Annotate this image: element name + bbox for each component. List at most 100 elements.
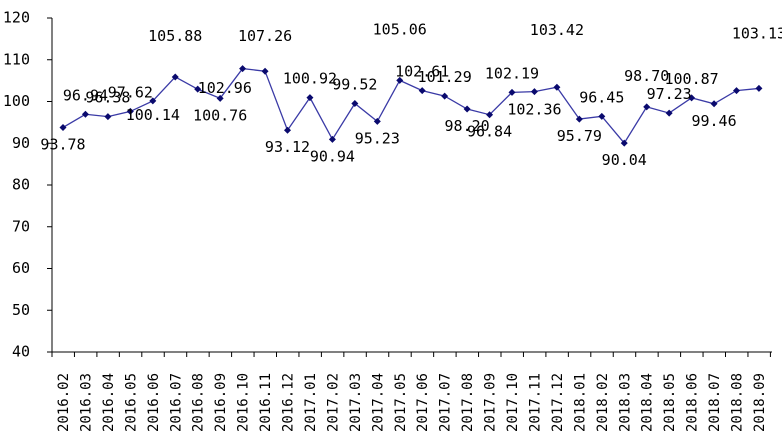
data-label: 107.26 [238, 27, 292, 45]
data-point [755, 84, 763, 92]
y-tick-label: 100 [3, 92, 30, 110]
x-tick-label: 2016.12 [281, 373, 297, 432]
data-point [284, 126, 291, 134]
x-tick-label: 2017.08 [460, 373, 476, 432]
x-tick-label: 2016.09 [213, 373, 229, 432]
data-point [81, 110, 89, 118]
x-tick-label: 2017.06 [415, 373, 431, 432]
data-point [126, 107, 134, 115]
x-tick-label: 2016.08 [191, 373, 207, 432]
data-point [575, 115, 583, 123]
x-tick-label: 2016.11 [258, 373, 274, 432]
data-point [328, 135, 336, 143]
x-tick-label: 2017.10 [505, 373, 521, 432]
y-tick-label: 90 [12, 134, 30, 152]
x-tick-label: 2018.07 [707, 373, 723, 432]
data-point [418, 87, 426, 95]
data-label: 95.79 [557, 127, 602, 145]
x-tick-label: 2017.04 [370, 373, 386, 432]
data-label: 102.61 [395, 63, 449, 81]
x-tick-label: 2017.02 [325, 373, 341, 432]
data-label: 96.45 [579, 88, 624, 106]
x-tick-label: 2017.05 [393, 373, 409, 432]
x-tick-label: 2018.09 [752, 373, 768, 432]
x-tick-label: 2017.11 [527, 373, 543, 432]
data-point [620, 139, 628, 147]
data-label: 99.52 [332, 76, 377, 94]
data-point [171, 73, 179, 81]
data-label: 101.29 [418, 68, 472, 86]
data-label: 98.70 [624, 67, 669, 85]
data-label: 90.04 [602, 151, 647, 169]
x-tick-label: 2018.03 [617, 373, 633, 432]
data-point [194, 85, 202, 93]
y-tick-label: 60 [12, 259, 30, 277]
data-point [733, 87, 740, 95]
data-point [216, 94, 224, 102]
y-tick-label: 120 [3, 9, 30, 27]
data-point [710, 100, 718, 108]
data-label: 105.88 [148, 27, 202, 45]
data-label: 96.38 [85, 89, 130, 107]
data-point [441, 92, 449, 100]
data-point [239, 65, 247, 73]
x-tick-label: 2018.04 [640, 373, 656, 432]
data-label: 102.36 [507, 101, 561, 119]
data-label: 103.42 [530, 21, 584, 39]
data-point [396, 76, 404, 84]
data-label: 90.94 [310, 147, 355, 165]
data-label: 95.23 [355, 129, 400, 147]
x-tick-label: 2018.01 [572, 373, 588, 432]
data-label: 93.12 [265, 138, 310, 156]
data-label: 99.46 [691, 112, 736, 130]
data-label: 97.23 [647, 85, 692, 103]
x-tick-label: 2018.02 [595, 373, 611, 432]
data-point [306, 94, 314, 102]
data-label: 100.87 [665, 70, 719, 88]
data-label: 96.84 [467, 123, 512, 141]
data-point [553, 83, 561, 91]
y-tick-label: 40 [12, 343, 30, 361]
y-tick-label: 70 [12, 217, 30, 235]
data-label: 98.20 [445, 117, 490, 135]
x-tick-label: 2018.05 [662, 373, 678, 432]
y-tick-label: 80 [12, 176, 30, 194]
x-tick-label: 2017.01 [303, 373, 319, 432]
y-tick-label: 50 [12, 301, 30, 319]
x-tick-label: 2017.03 [348, 373, 364, 432]
data-label: 100.14 [126, 106, 180, 124]
data-point [373, 117, 381, 125]
x-tick-label: 2017.07 [438, 373, 454, 432]
x-tick-label: 2018.08 [730, 373, 746, 432]
x-tick-label: 2016.05 [123, 373, 139, 432]
data-label: 100.76 [193, 106, 247, 124]
data-point [486, 111, 494, 119]
data-point [261, 67, 269, 75]
data-point [463, 105, 471, 113]
data-label: 96.94 [63, 86, 108, 104]
data-label: 100.92 [283, 70, 337, 88]
data-point [598, 112, 606, 120]
y-tick-label: 110 [3, 50, 30, 68]
x-tick-label: 2018.06 [685, 373, 701, 432]
x-tick-label: 2016.02 [56, 373, 72, 432]
data-label: 105.06 [373, 20, 427, 38]
x-tick-label: 2017.09 [483, 373, 499, 432]
data-point [508, 88, 516, 96]
data-label: 97.62 [108, 83, 153, 101]
data-point [351, 100, 359, 108]
data-point [530, 88, 538, 96]
series-line [62, 67, 760, 145]
data-label: 102.96 [198, 79, 252, 97]
data-point [59, 123, 67, 131]
data-point [643, 103, 651, 111]
data-label: 93.78 [40, 135, 85, 153]
data-point [104, 113, 112, 121]
x-tick-label: 2016.04 [101, 373, 117, 432]
data-label: 103.13 [732, 24, 782, 42]
data-point [149, 97, 157, 105]
data-label: 102.19 [485, 64, 539, 82]
data-point [665, 109, 673, 117]
x-tick-label: 2016.10 [236, 373, 252, 432]
